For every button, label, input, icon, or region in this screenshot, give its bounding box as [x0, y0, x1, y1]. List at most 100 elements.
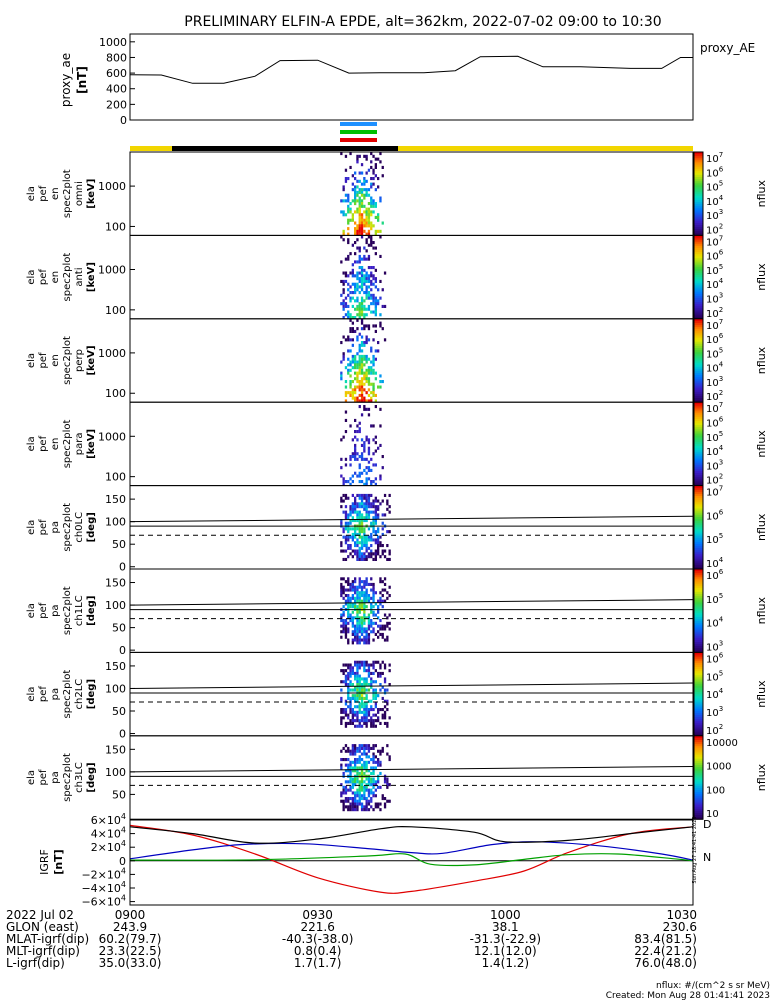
colorbar-swatch: [694, 740, 703, 743]
spectrogram-cell: [351, 777, 354, 781]
spectrogram-cell: [354, 452, 357, 456]
colorbar-swatch: [694, 729, 703, 733]
spectrogram-cell: [365, 480, 368, 484]
spectrogram-cell: [354, 388, 357, 392]
spectrogram-cell: [342, 213, 345, 217]
colorbar-swatch: [694, 591, 703, 595]
colorbar-swatch: [694, 719, 703, 722]
colorbar-tick-label: 107: [706, 401, 723, 415]
spectrogram-cell: [370, 677, 373, 681]
spectrogram-cell: [356, 705, 359, 709]
spectrogram-cell: [358, 746, 361, 750]
spectrogram-cell: [349, 327, 352, 331]
spectrogram-cell: [383, 705, 387, 709]
spectrogram-cell: [372, 393, 375, 397]
spectrogram-cell: [349, 613, 352, 617]
spectrogram-cell: [356, 396, 359, 400]
colorbar-swatch: [694, 448, 703, 451]
colorbar-swatch: [694, 656, 703, 660]
spectrogram-cell: [344, 541, 348, 545]
spectrogram-cell: [360, 619, 364, 623]
spectrogram-cell: [360, 188, 364, 192]
spectrogram-cell: [360, 688, 364, 692]
spectrogram-cell: [370, 791, 373, 795]
spectrogram-cell: [372, 713, 375, 717]
spectrogram-cell: [367, 388, 371, 392]
colorbar-swatch: [694, 264, 703, 268]
spectrogram-cell: [360, 257, 364, 261]
spectrogram-cell: [358, 349, 361, 353]
panel-label-line: spec2plot: [62, 419, 73, 468]
spectrogram-cell: [349, 391, 352, 395]
side-note: Sun Aug 27 18:41:41 2023: [692, 816, 698, 883]
spectrogram-cell: [377, 802, 380, 806]
spectrogram-cell: [360, 702, 364, 706]
spectrogram-cell: [340, 708, 343, 712]
spectrogram-cell: [349, 582, 352, 586]
spectrogram-cell: [379, 235, 382, 239]
spectrogram-cell: [342, 299, 345, 303]
spectrogram-cell: [363, 541, 366, 545]
panel-unit: [keV]: [86, 429, 97, 459]
spectrogram-cell: [349, 552, 352, 556]
spectrogram-cell: [379, 708, 382, 712]
spectrogram-cell: [340, 710, 343, 714]
spectrogram-cell: [379, 324, 382, 328]
colorbar-swatch: [694, 293, 703, 297]
colorbar-swatch: [694, 323, 703, 326]
panel-label-line: en: [50, 187, 61, 200]
spectrogram-cell: [372, 599, 375, 603]
colorbar-swatch: [694, 704, 703, 708]
spectrogram-cell: [344, 630, 348, 634]
spectrogram-cell: [342, 357, 345, 361]
spectrogram-cell: [379, 808, 382, 812]
spectrogram-cell: [340, 210, 343, 214]
spectrogram-cell: [340, 496, 343, 500]
spectrogram-cell: [363, 282, 366, 286]
colorbar-swatch: [694, 456, 703, 459]
spectrogram-cell: [358, 585, 361, 589]
spectrogram-cell: [351, 760, 354, 764]
spectrogram-cell: [358, 780, 361, 784]
igrf-ylabel: IGRF: [38, 849, 51, 875]
spectrogram-cell: [367, 357, 371, 361]
colorbar-swatch: [694, 571, 703, 574]
spectrogram-cell: [354, 229, 357, 233]
spectrogram-cell: [354, 544, 357, 548]
spectrogram-cell: [363, 527, 366, 531]
spectrogram-cell: [370, 241, 373, 245]
spectrogram-cell: [358, 594, 361, 598]
spectrogram-cell: [356, 385, 359, 389]
spectrogram-cell: [386, 799, 389, 803]
spectrogram-cell: [365, 808, 368, 812]
spectrogram-cell: [356, 285, 359, 289]
spectrogram-cell: [354, 532, 357, 536]
spectrogram-cell: [365, 249, 368, 253]
spectrogram-cell: [358, 154, 361, 158]
spectrogram-cell: [358, 638, 361, 642]
spectrogram-cell: [351, 316, 354, 320]
spectrogram-cell: [372, 627, 375, 631]
panel-label-line: spec2plot: [62, 670, 73, 719]
colorbar-tick-label: 105: [706, 263, 723, 277]
spectrogram-cell: [356, 157, 359, 161]
spectrogram-cell: [358, 610, 361, 614]
spectrogram-cell: [363, 791, 366, 795]
spectrogram-cell: [349, 674, 352, 678]
spectrogram-cell: [377, 527, 380, 531]
spectrogram-cell: [383, 716, 387, 720]
spectrogram-cell: [365, 193, 368, 197]
spectrogram-cell: [374, 705, 377, 709]
colorbar-swatch: [694, 631, 703, 635]
spectrogram-cell: [381, 532, 384, 536]
spectrogram-cell: [358, 705, 361, 709]
spectrogram-cell: [370, 552, 373, 556]
colorbar-swatch: [694, 523, 703, 526]
figure-title: PRELIMINARY ELFIN-A EPDE, alt=362km, 202…: [184, 14, 661, 30]
spectrogram-cell: [351, 610, 354, 614]
spectrogram-cell: [347, 480, 350, 484]
colorbar-swatch: [694, 366, 703, 370]
spectrogram-cell: [351, 746, 354, 750]
panel-label-line: spec2plot: [62, 336, 73, 385]
